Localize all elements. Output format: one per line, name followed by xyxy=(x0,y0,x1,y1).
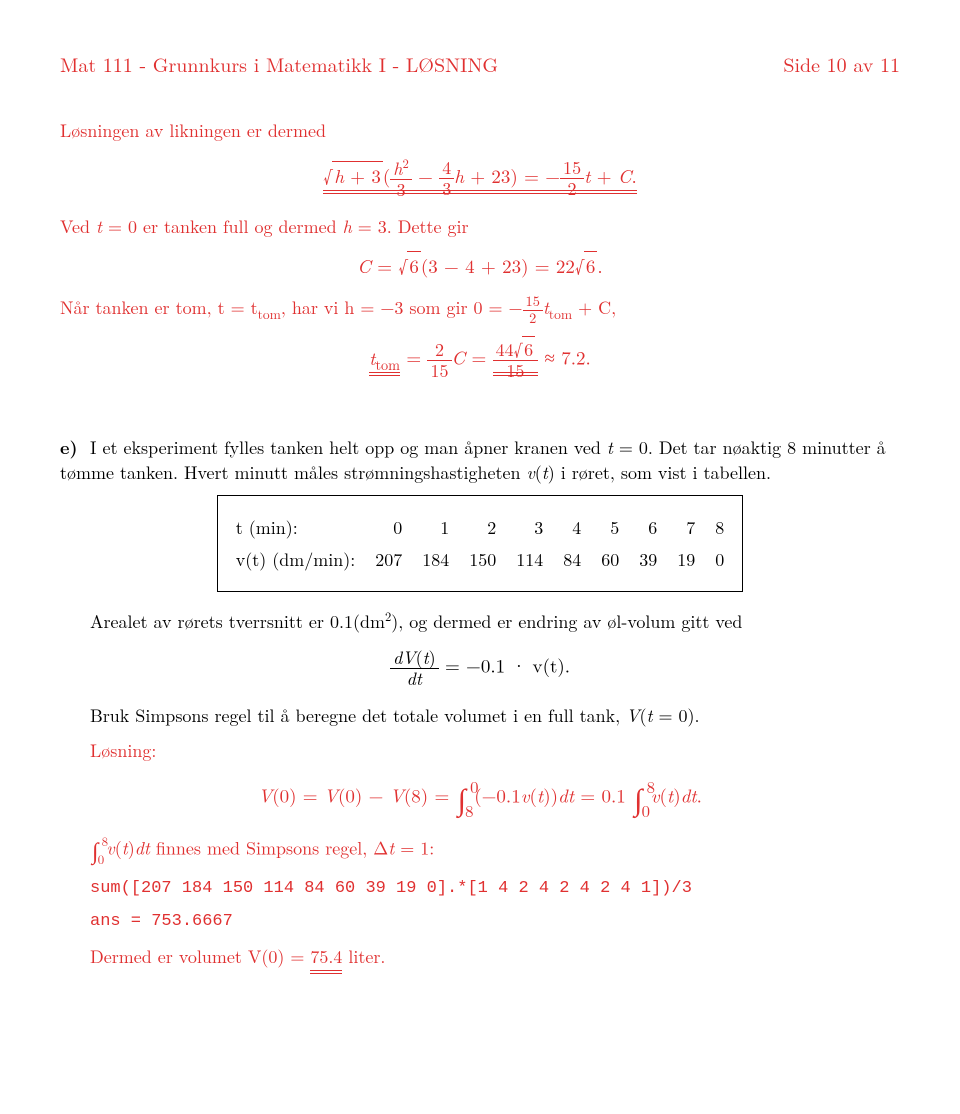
item-e-text1: I et eksperiment fylles tanken helt opp … xyxy=(60,435,886,485)
table-row: v(t) (dm/min): 207 184 150 114 84 60 39 … xyxy=(226,544,735,575)
equation-1: h + 3(h23 − 43h + 23) = −152t + C. xyxy=(60,157,900,200)
item-e: e) I et eksperiment fylles tanken helt o… xyxy=(60,435,900,969)
item-e-text3: Bruk Simpsons regel til å beregne det to… xyxy=(90,703,900,728)
equation-4: dV(t)dt = −0.1 · v(t). xyxy=(60,648,900,689)
page-header: Mat 111 - Grunnkurs i Matematikk I - LØS… xyxy=(60,50,900,78)
item-letter-e: e) xyxy=(60,435,84,460)
code-line-1: sum([207 184 150 114 84 60 39 19 0].*[1 … xyxy=(90,877,900,901)
equation-2: C = 6(3 − 4 + 23) = 226. xyxy=(60,253,900,280)
losning-label: Løsning: xyxy=(90,738,900,763)
header-left: Mat 111 - Grunnkurs i Matematikk I - LØS… xyxy=(60,50,498,78)
header-right: Side 10 av 11 xyxy=(783,50,900,78)
data-table: t (min): 0 1 2 3 4 5 6 7 8 v(t) (dm/min)… xyxy=(217,495,744,591)
intro-text: Løsningen av likningen er dermed xyxy=(60,118,900,143)
equation-3: ttom = 215C = 44615 ≈ 7.2. xyxy=(60,340,900,381)
line-2: Ved t = 0 er tanken full og dermed h = 3… xyxy=(60,214,900,239)
final-line: Dermed er volumet V(0) = 75.4 liter. xyxy=(90,944,900,969)
code-line-2: ans = 753.6667 xyxy=(90,910,900,934)
item-e-text2: Arealet av rørets tverrsnitt er 0.1(dm2)… xyxy=(90,608,900,634)
table-row: t (min): 0 1 2 3 4 5 6 7 8 xyxy=(226,512,735,543)
line-3: Når tanken er tom, t = ttom, har vi h = … xyxy=(60,294,900,327)
equation-5: V(0) = V(0) − V(8) = ∫08 (−0.1v(t))dt = … xyxy=(60,777,900,820)
simpson-line: ∫80 v(t)dt finnes med Simpsons regel, Δt… xyxy=(90,834,900,867)
